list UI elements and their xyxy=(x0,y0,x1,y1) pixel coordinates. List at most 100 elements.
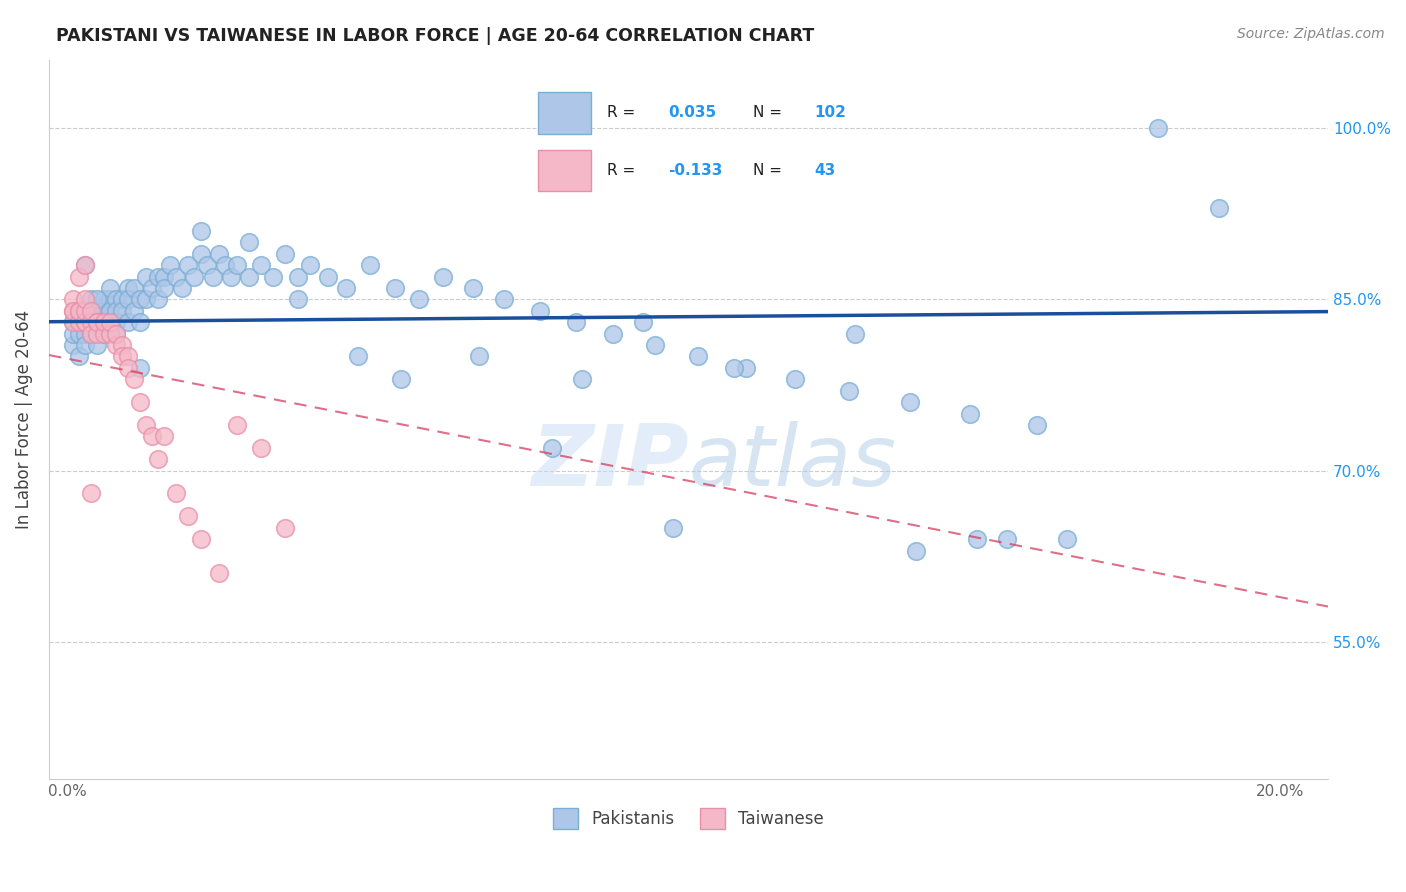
Point xyxy=(159,258,181,272)
Point xyxy=(141,281,163,295)
Point xyxy=(67,350,90,364)
Point xyxy=(104,326,127,341)
Point xyxy=(838,384,860,398)
Point xyxy=(153,269,176,284)
Point xyxy=(86,315,108,329)
Point xyxy=(208,566,231,581)
Point xyxy=(117,350,139,364)
Point xyxy=(122,303,145,318)
Point xyxy=(67,315,90,329)
Point xyxy=(104,293,127,307)
Point xyxy=(219,269,242,284)
Point xyxy=(432,269,454,284)
Point xyxy=(98,315,121,329)
Point xyxy=(904,543,927,558)
Point xyxy=(75,258,97,272)
Point xyxy=(298,258,321,272)
Point xyxy=(146,269,169,284)
Point xyxy=(165,269,187,284)
Point xyxy=(80,303,103,318)
Point xyxy=(122,281,145,295)
Point xyxy=(93,293,115,307)
Point xyxy=(86,303,108,318)
Point xyxy=(117,293,139,307)
Point xyxy=(62,303,84,318)
Point xyxy=(995,532,1018,546)
Point xyxy=(117,281,139,295)
Point xyxy=(602,326,624,341)
Point xyxy=(104,326,127,341)
Point xyxy=(146,293,169,307)
Point xyxy=(129,293,152,307)
Point xyxy=(141,429,163,443)
Point xyxy=(389,372,412,386)
Point xyxy=(686,350,709,364)
Point xyxy=(86,326,108,341)
Point xyxy=(783,372,806,386)
Point xyxy=(75,315,97,329)
Point xyxy=(541,441,564,455)
Point xyxy=(1026,417,1049,432)
Point xyxy=(529,303,551,318)
Point xyxy=(644,338,666,352)
Text: atlas: atlas xyxy=(689,421,897,504)
Point xyxy=(86,293,108,307)
Point xyxy=(201,269,224,284)
Point xyxy=(274,521,297,535)
Point xyxy=(75,303,97,318)
Point xyxy=(135,293,157,307)
Point xyxy=(117,360,139,375)
Point xyxy=(93,315,115,329)
Point xyxy=(316,269,339,284)
Point xyxy=(463,281,485,295)
Point xyxy=(75,303,97,318)
Point xyxy=(195,258,218,272)
Point xyxy=(67,303,90,318)
Point xyxy=(86,338,108,352)
Point xyxy=(190,532,212,546)
Point xyxy=(966,532,988,546)
Point xyxy=(122,372,145,386)
Point xyxy=(165,486,187,500)
Point xyxy=(80,326,103,341)
Y-axis label: In Labor Force | Age 20-64: In Labor Force | Age 20-64 xyxy=(15,310,32,529)
Point xyxy=(80,315,103,329)
Point xyxy=(62,315,84,329)
Point xyxy=(1056,532,1078,546)
Point xyxy=(93,326,115,341)
Point xyxy=(959,407,981,421)
Point xyxy=(723,360,745,375)
Point xyxy=(117,315,139,329)
Point xyxy=(75,338,97,352)
Point xyxy=(98,293,121,307)
Point xyxy=(1147,121,1170,136)
Text: PAKISTANI VS TAIWANESE IN LABOR FORCE | AGE 20-64 CORRELATION CHART: PAKISTANI VS TAIWANESE IN LABOR FORCE | … xyxy=(56,27,814,45)
Point xyxy=(93,326,115,341)
Point xyxy=(190,246,212,260)
Point xyxy=(67,326,90,341)
Point xyxy=(172,281,194,295)
Point xyxy=(844,326,866,341)
Point xyxy=(250,441,273,455)
Point xyxy=(62,326,84,341)
Point xyxy=(86,315,108,329)
Point xyxy=(104,303,127,318)
Point xyxy=(214,258,236,272)
Point xyxy=(67,303,90,318)
Point xyxy=(129,395,152,409)
Point xyxy=(75,258,97,272)
Point xyxy=(86,315,108,329)
Point xyxy=(80,315,103,329)
Point xyxy=(75,293,97,307)
Point xyxy=(262,269,284,284)
Point xyxy=(183,269,205,284)
Point xyxy=(98,326,121,341)
Point xyxy=(287,269,309,284)
Point xyxy=(111,293,134,307)
Point xyxy=(177,258,200,272)
Point xyxy=(238,235,260,250)
Point xyxy=(225,417,247,432)
Point xyxy=(62,338,84,352)
Point xyxy=(93,303,115,318)
Text: ZIP: ZIP xyxy=(531,421,689,504)
